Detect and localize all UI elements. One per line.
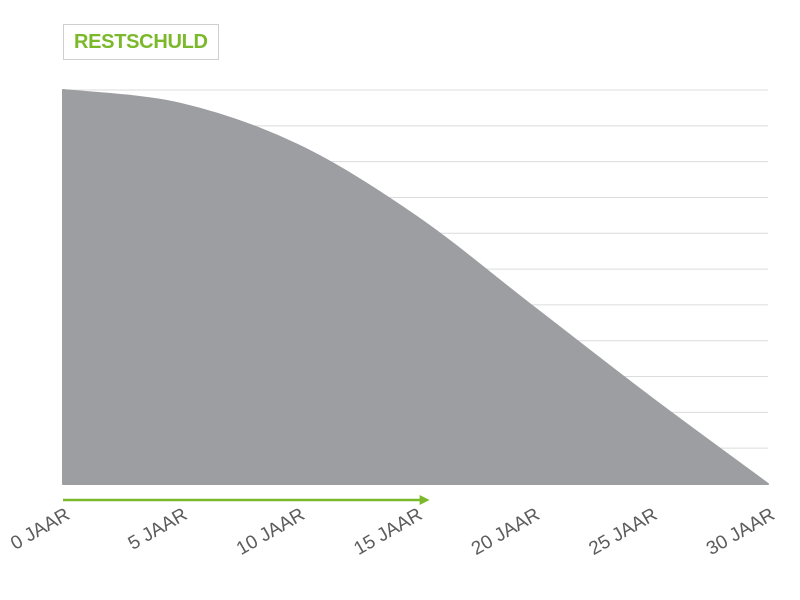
x-tick-label: 25 JAAR xyxy=(586,504,661,560)
progress-arrow-head xyxy=(419,495,430,505)
chart-title-box: RESTSCHULD xyxy=(63,24,219,60)
area-layer xyxy=(62,89,769,485)
progress-arrow xyxy=(63,495,430,505)
x-tick-label: 30 JAAR xyxy=(703,504,778,560)
x-tick-label: 5 JAAR xyxy=(125,504,191,554)
restschuld-area xyxy=(62,89,769,485)
x-tick-labels: 0 JAAR 5 JAAR 10 JAAR 15 JAAR 20 JAAR 25 JAAR… xyxy=(7,504,778,560)
chart-title: RESTSCHULD xyxy=(74,30,208,53)
x-tick-label: 10 JAAR xyxy=(233,504,308,560)
x-tick-label: 15 JAAR xyxy=(351,504,426,560)
x-tick-label: 0 JAAR xyxy=(7,504,73,554)
x-tick-label: 20 JAAR xyxy=(468,504,543,560)
